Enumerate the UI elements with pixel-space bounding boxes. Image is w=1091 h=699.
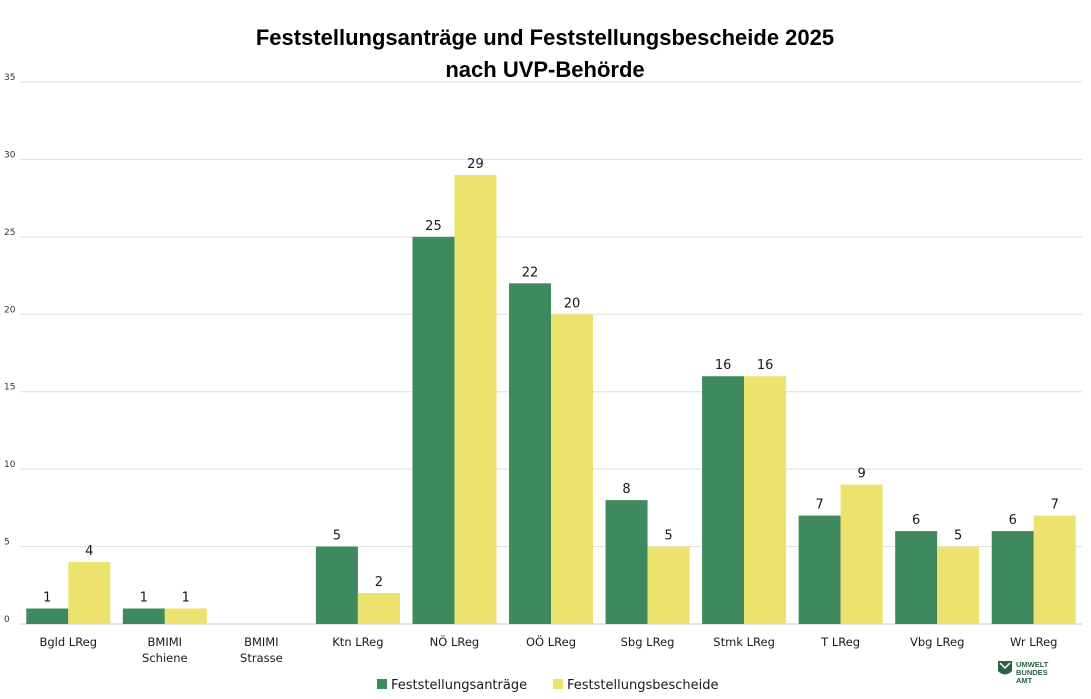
logo-text-line: AMT: [1016, 676, 1033, 685]
x-tick-label: NÖ LReg: [430, 633, 480, 649]
bar-antraege: [26, 608, 69, 624]
bar-bescheide: [164, 608, 207, 624]
y-tick-label: 5: [4, 538, 10, 548]
data-label: 8: [622, 482, 630, 497]
bar-bescheide: [454, 174, 497, 624]
bar-bescheide: [647, 546, 690, 624]
data-label: 7: [815, 498, 823, 513]
bar-bescheide: [937, 546, 980, 624]
legend: Feststellungsanträge Feststellungsbeschei…: [377, 678, 719, 693]
y-tick-label: 30: [4, 150, 16, 160]
x-tick-label: Wr LReg: [1010, 635, 1058, 649]
y-tick-label: 35: [4, 73, 15, 83]
data-label: 6: [1009, 513, 1017, 528]
data-label: 5: [333, 529, 341, 544]
data-label: 6: [912, 513, 920, 528]
bars: [26, 174, 1076, 624]
legend-label: Feststellungsbescheide: [567, 678, 719, 693]
x-axis: Bgld LReg BMIMI Schiene BMIMI Strasse Ktn LRe…: [39, 633, 1057, 665]
bar-antraege: [605, 500, 648, 624]
logo-mark-detail: [999, 662, 1011, 670]
data-label: 22: [522, 265, 539, 280]
bar-antraege: [895, 531, 938, 624]
value-labels: 1 4 1 1 5 2 25 29 22 20 8 5 16 16 7 9 6 5 6 7: [43, 157, 1059, 606]
data-label: 1: [182, 591, 190, 606]
legend-swatch: [377, 679, 387, 689]
x-tick-label: Vbg LReg: [910, 635, 964, 649]
data-label: 5: [664, 529, 672, 544]
data-label: 4: [85, 544, 93, 559]
y-tick-label: 0: [4, 615, 10, 625]
data-label: 29: [467, 157, 484, 172]
data-label: 1: [140, 591, 148, 606]
y-tick-label: 20: [4, 305, 16, 315]
x-tick-label: BMIMI: [244, 635, 279, 649]
bar-antraege: [412, 236, 455, 624]
bar-antraege: [702, 376, 745, 624]
bar-antraege: [991, 531, 1034, 624]
x-tick-label: BMIMI: [148, 635, 183, 649]
data-label: 20: [564, 296, 581, 311]
x-tick-label: Schiene: [142, 651, 188, 665]
x-tick-label: T LReg: [820, 635, 860, 649]
bar-antraege: [122, 608, 165, 624]
data-label: 5: [954, 529, 962, 544]
bar-antraege: [509, 283, 551, 624]
bar-bescheide: [1033, 515, 1076, 624]
data-label: 7: [1051, 498, 1059, 513]
x-tick-label: Strasse: [240, 651, 283, 665]
bar-bescheide: [744, 376, 787, 624]
chart-title-line-1: Feststellungsanträge und Feststellungsbe…: [256, 25, 834, 50]
bar-bescheide: [357, 593, 400, 624]
x-tick-label: Stmk LReg: [713, 635, 775, 649]
data-label: 16: [757, 358, 774, 373]
y-tick-label: 10: [4, 460, 16, 470]
data-label: 2: [375, 575, 383, 590]
bar-antraege: [315, 546, 358, 624]
x-tick-label: Bgld LReg: [39, 635, 97, 649]
legend-swatch: [553, 679, 563, 689]
chart-title-line-2: nach UVP-Behörde: [445, 57, 644, 82]
data-label: 25: [425, 219, 442, 234]
x-tick-label: Ktn LReg: [332, 635, 383, 649]
logo-text-line: BUNDES: [1016, 668, 1048, 677]
logo-text-line: UMWELT: [1016, 660, 1049, 669]
bar-bescheide: [840, 484, 883, 624]
y-tick-label: 15: [4, 383, 15, 393]
x-tick-label: Sbg LReg: [621, 635, 675, 649]
x-tick-label: OÖ LReg: [526, 633, 576, 649]
data-label: 1: [43, 591, 51, 606]
bar-antraege: [798, 515, 841, 624]
legend-label: Feststellungsanträge: [391, 678, 527, 693]
data-label: 9: [857, 467, 865, 482]
bar-bescheide: [68, 562, 111, 624]
y-axis: 0 5 10 15 20 25 30 35: [4, 73, 16, 625]
y-tick-label: 25: [4, 228, 15, 238]
bar-bescheide: [551, 314, 593, 624]
data-label: 16: [715, 358, 732, 373]
